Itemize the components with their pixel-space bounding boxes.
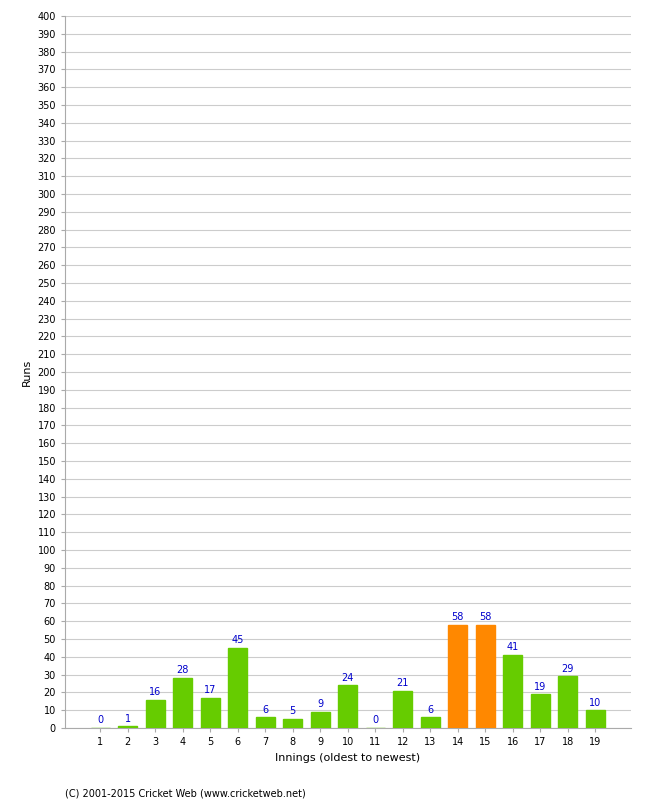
Text: 41: 41	[506, 642, 519, 652]
Bar	[393, 690, 412, 728]
Bar	[228, 648, 248, 728]
Text: 45: 45	[231, 635, 244, 646]
Text: 17: 17	[204, 685, 216, 695]
Bar	[311, 712, 330, 728]
Text: 5: 5	[290, 706, 296, 717]
Text: 58: 58	[479, 612, 491, 622]
Bar	[586, 710, 604, 728]
Y-axis label: Runs: Runs	[22, 358, 32, 386]
Bar	[421, 718, 440, 728]
Text: 21: 21	[396, 678, 409, 688]
Text: 24: 24	[341, 673, 354, 682]
X-axis label: Innings (oldest to newest): Innings (oldest to newest)	[275, 753, 421, 762]
Text: 0: 0	[372, 715, 378, 726]
Bar	[338, 686, 358, 728]
Text: 6: 6	[427, 705, 434, 714]
Bar	[146, 699, 165, 728]
Bar	[558, 676, 577, 728]
Bar	[503, 655, 523, 728]
Bar	[255, 718, 275, 728]
Bar	[530, 694, 550, 728]
Bar	[476, 625, 495, 728]
Bar	[448, 625, 467, 728]
Text: 29: 29	[562, 664, 574, 674]
Text: 6: 6	[262, 705, 268, 714]
Bar	[201, 698, 220, 728]
Text: 19: 19	[534, 682, 546, 691]
Bar	[283, 719, 302, 728]
Text: 10: 10	[589, 698, 601, 707]
Text: (C) 2001-2015 Cricket Web (www.cricketweb.net): (C) 2001-2015 Cricket Web (www.cricketwe…	[65, 788, 306, 798]
Text: 9: 9	[317, 699, 323, 710]
Text: 28: 28	[177, 666, 189, 675]
Text: 0: 0	[98, 715, 103, 726]
Text: 1: 1	[125, 714, 131, 723]
Bar	[173, 678, 192, 728]
Text: 16: 16	[150, 687, 161, 697]
Bar	[118, 726, 137, 728]
Text: 58: 58	[452, 612, 464, 622]
